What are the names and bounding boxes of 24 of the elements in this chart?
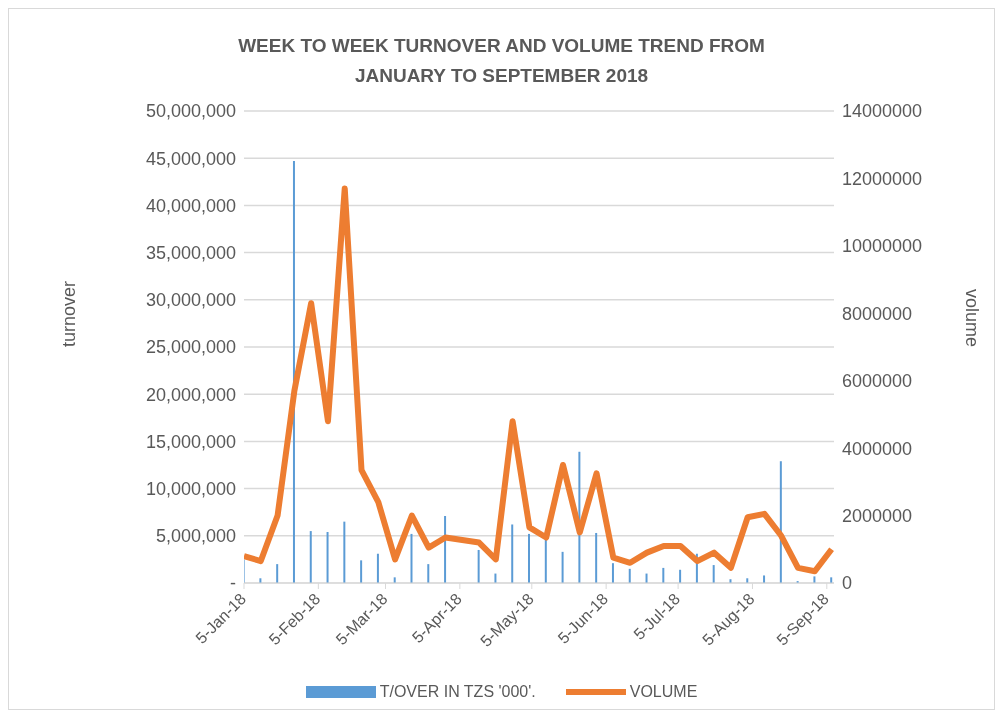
- y2-tick-label: 6000000: [842, 371, 913, 392]
- y-tick-label: 50,000,000: [145, 101, 236, 122]
- chart-title: WEEK TO WEEK TURNOVER AND VOLUME TREND FROM JANUARY TO SEPTEMBER 2018: [237, 34, 766, 88]
- y2-tick-label: 10000000: [842, 236, 923, 257]
- y-tick-label: 45,000,000: [145, 148, 236, 169]
- y-tick-label: 10,000,000: [145, 478, 236, 499]
- y-tick-label: 15,000,000: [145, 431, 236, 452]
- y-tick-label: 40,000,000: [145, 195, 236, 216]
- y-tick-label: 30,000,000: [145, 290, 236, 311]
- y-tick-label: 5,000,000: [155, 526, 236, 547]
- y-tick-label: -: [230, 573, 236, 594]
- y-tick-label: 20,000,000: [145, 384, 236, 405]
- y2-tick-label: 0: [842, 573, 853, 594]
- legend-label: T/OVER IN TZS '000'.: [378, 683, 536, 701]
- y-axis-title: turnover: [59, 280, 80, 347]
- y2-tick-label: 12000000: [842, 168, 923, 189]
- y2-tick-label: 2000000: [842, 505, 913, 526]
- legend-label: VOLUME: [628, 683, 698, 701]
- y-tick-label: 35,000,000: [145, 242, 236, 263]
- y2-tick-label: 8000000: [842, 303, 913, 324]
- y2-tick-label: 14000000: [842, 101, 923, 122]
- y2-tick-label: 4000000: [842, 438, 913, 459]
- y2-axis-title: volume: [961, 288, 982, 347]
- y-tick-label: 25,000,000: [145, 337, 236, 358]
